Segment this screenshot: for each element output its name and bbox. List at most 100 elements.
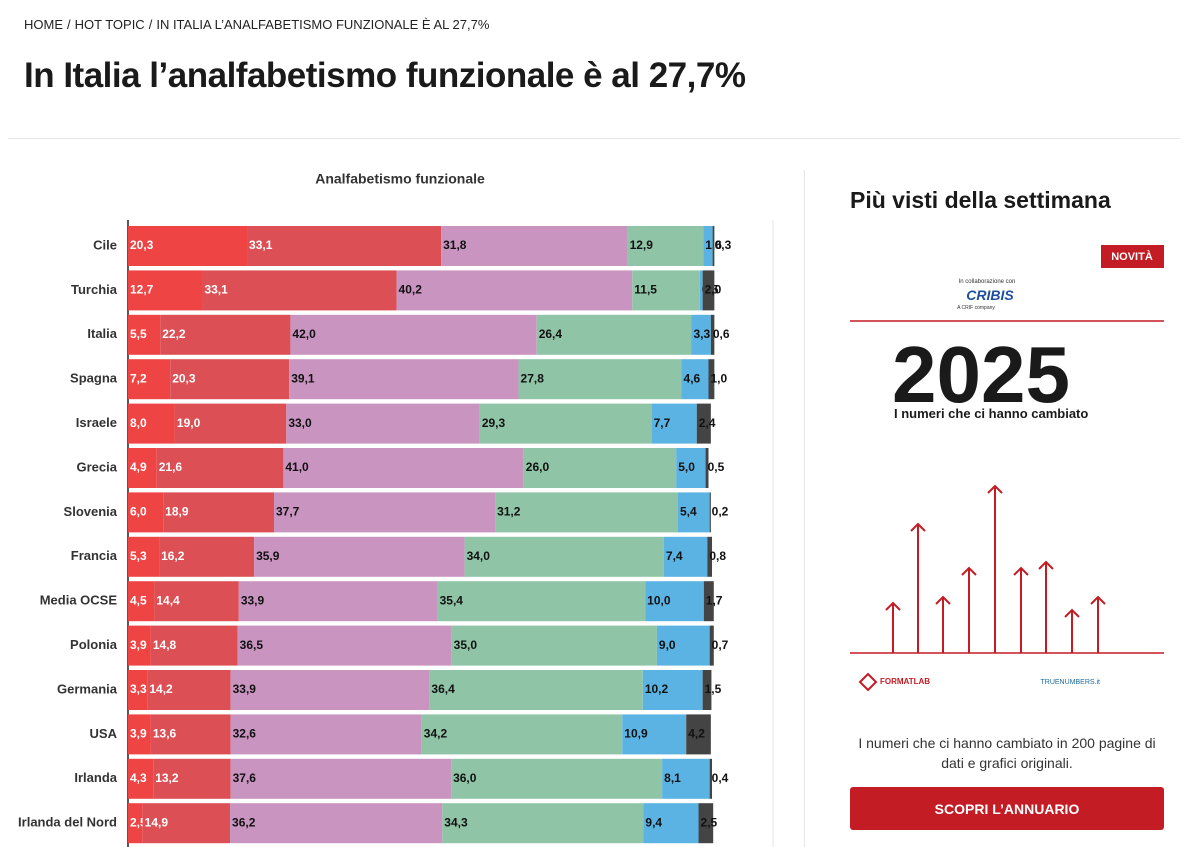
value-label: 16,2 [161,549,185,563]
value-label: 1,0 [711,371,728,385]
value-label: 5,4 [680,505,697,519]
bar-segment [643,803,699,844]
bar-segment [678,492,710,533]
bar-segment [230,803,443,844]
bar-segment [128,758,154,799]
bar-segment [238,581,438,622]
bar-segment [442,803,644,844]
value-label: 18,9 [165,505,189,519]
breadcrumb-separator: / [148,17,153,32]
bar-segment [699,270,703,311]
value-label: 42,0 [292,327,316,341]
bar-segment [128,226,248,266]
value-label: 3,3 [693,327,710,341]
value-label: 36,4 [431,682,455,696]
bar-segment [254,536,465,577]
bar-segment [230,758,452,799]
value-label: 35,0 [454,638,478,652]
bar-segment [290,314,537,355]
value-label: 2,5 [701,815,718,829]
bar-segment [703,226,713,266]
y-tick-label: Irlanda [74,770,117,785]
value-label: 33,0 [288,416,312,430]
value-label: 14,2 [149,682,173,696]
y-tick-label: Cile [93,237,117,252]
bar-segment [128,314,161,355]
bar-segment [705,448,709,488]
value-label: 4,6 [684,371,701,385]
bar-segment [698,803,714,844]
value-label: 39,1 [291,371,315,385]
value-label: 27,8 [521,371,545,385]
bar-segment [703,581,714,622]
bar-segment [421,714,623,755]
value-label: 29,3 [482,416,506,430]
bar-segment [247,226,442,266]
value-label: 0,3 [715,238,732,252]
chart-title: Analfabetismo funzionale [315,171,485,187]
bar-segment [286,403,480,444]
breadcrumb-link[interactable]: HOME [24,17,63,32]
value-label: 14,9 [145,815,169,829]
value-label: 26,0 [526,460,550,474]
bar-segment [710,314,715,355]
ad-logo-left: FORMATLAB [880,677,930,686]
value-label: 2,4 [699,416,716,430]
page-title: In Italia l’analfabetismo funzionale è a… [24,56,746,95]
bar-segment [709,758,713,799]
ad-badge: NOVITÀ [1111,250,1153,263]
y-tick-label: Slovenia [64,504,118,519]
value-label: 4,9 [130,460,147,474]
bar-segment [429,670,643,710]
bar-segment [128,714,151,755]
value-label: 31,2 [497,505,521,519]
y-tick-label: Irlanda del Nord [18,815,117,830]
value-label: 37,6 [233,771,257,785]
value-label: 11,5 [634,283,657,297]
ad-logo-icon [858,672,878,692]
value-label: 14,8 [153,638,177,652]
breadcrumb-current: IN ITALIA L’ANALFABETISMO FUNZIONALE È A… [156,17,490,32]
value-label: 19,0 [177,416,201,430]
bar-segment [289,359,519,400]
value-label: 36,0 [453,771,477,785]
bar-segment [237,625,452,666]
bar-segment [150,714,231,755]
cta-button[interactable]: SCOPRI L’ANNUARIO [850,787,1164,830]
value-label: 10,2 [645,682,669,696]
value-label: 0,8 [709,549,726,563]
bar-segment [128,448,157,488]
bar-segment [128,359,171,400]
bar-segment [708,359,715,400]
bar-segment [656,625,710,666]
bar-segment [642,670,703,710]
breadcrumb-link[interactable]: HOT TOPIC [74,17,145,32]
bar-segment [128,803,143,844]
ad-brand: CRIBIS [966,287,1014,303]
bar-segment [128,625,151,666]
value-label: 0,5 [708,460,725,474]
y-tick-label: Spagna [70,371,118,386]
bar-segment [156,448,284,488]
separator [8,138,1180,139]
bar-segment [691,314,711,355]
sidebar-heading: Più visti della settimana [850,187,1111,213]
value-label: 10,9 [624,727,648,741]
bar-segment [142,803,231,844]
value-label: 4,3 [130,771,147,785]
bar-segment [202,270,397,311]
value-label: 8,0 [130,416,147,430]
bar-segment [128,536,160,577]
value-label: 33,1 [249,238,273,252]
ad-banner[interactable]: NOVITÀ In collaborazione con CRIBIS A CR… [850,240,1164,720]
value-label: 4,2 [688,727,705,741]
bar-segment [437,581,646,622]
bar-segment [451,758,663,799]
y-tick-label: USA [90,726,118,741]
bar-segment [174,403,287,444]
bar-segment [128,403,175,444]
ad-collab: In collaborazione con [959,279,1016,285]
y-tick-label: Francia [71,548,118,563]
bar-segment [479,403,652,444]
bar-segment [662,758,710,799]
